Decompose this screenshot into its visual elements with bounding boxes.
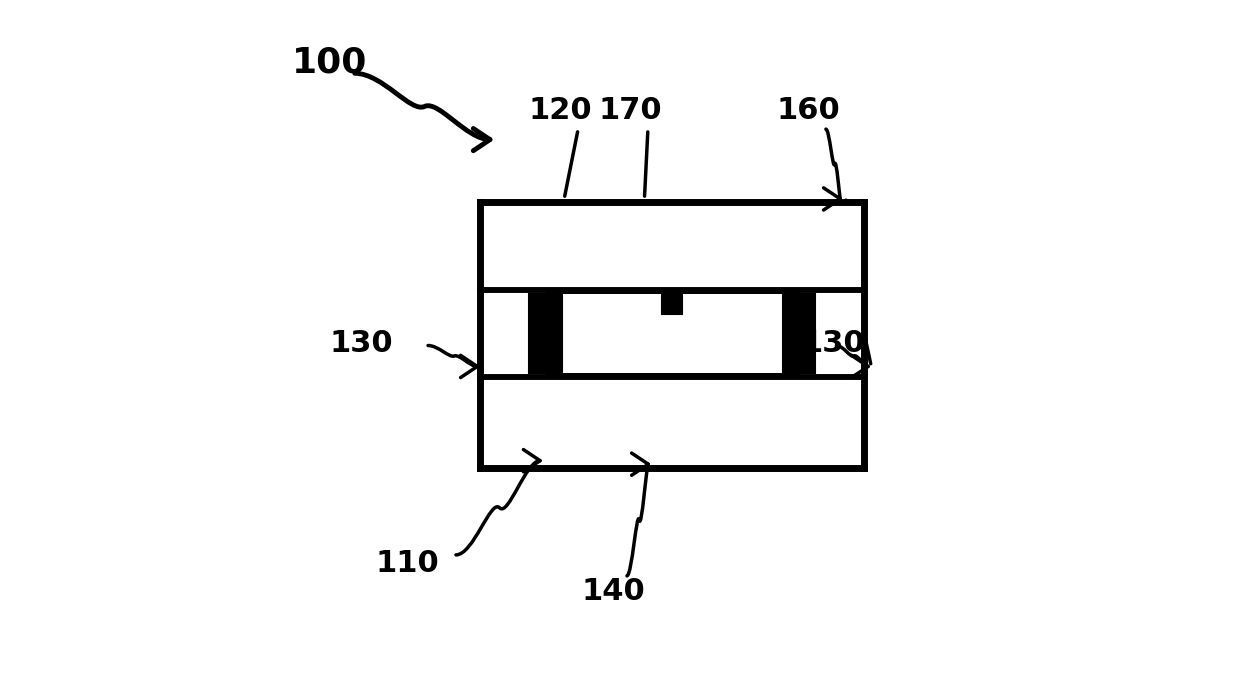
Bar: [662, 295, 682, 314]
FancyArrowPatch shape: [627, 453, 649, 576]
Text: 160: 160: [776, 96, 841, 125]
Text: 110: 110: [376, 549, 439, 579]
Bar: [480, 290, 864, 378]
Text: 140: 140: [582, 577, 645, 607]
Bar: [529, 295, 562, 373]
FancyArrowPatch shape: [428, 346, 477, 378]
Text: 130: 130: [330, 329, 393, 359]
FancyArrowPatch shape: [456, 450, 541, 555]
FancyArrowPatch shape: [836, 346, 868, 378]
Text: 100: 100: [291, 46, 367, 80]
FancyArrowPatch shape: [355, 73, 490, 151]
Text: 170: 170: [599, 96, 662, 125]
Text: 130: 130: [801, 329, 866, 359]
Text: 120: 120: [528, 96, 593, 125]
Bar: [480, 202, 864, 290]
Bar: [546, 295, 799, 373]
Bar: [782, 295, 816, 373]
Bar: [480, 378, 864, 468]
Bar: [480, 290, 546, 378]
Bar: [799, 290, 864, 378]
FancyArrowPatch shape: [823, 129, 841, 210]
